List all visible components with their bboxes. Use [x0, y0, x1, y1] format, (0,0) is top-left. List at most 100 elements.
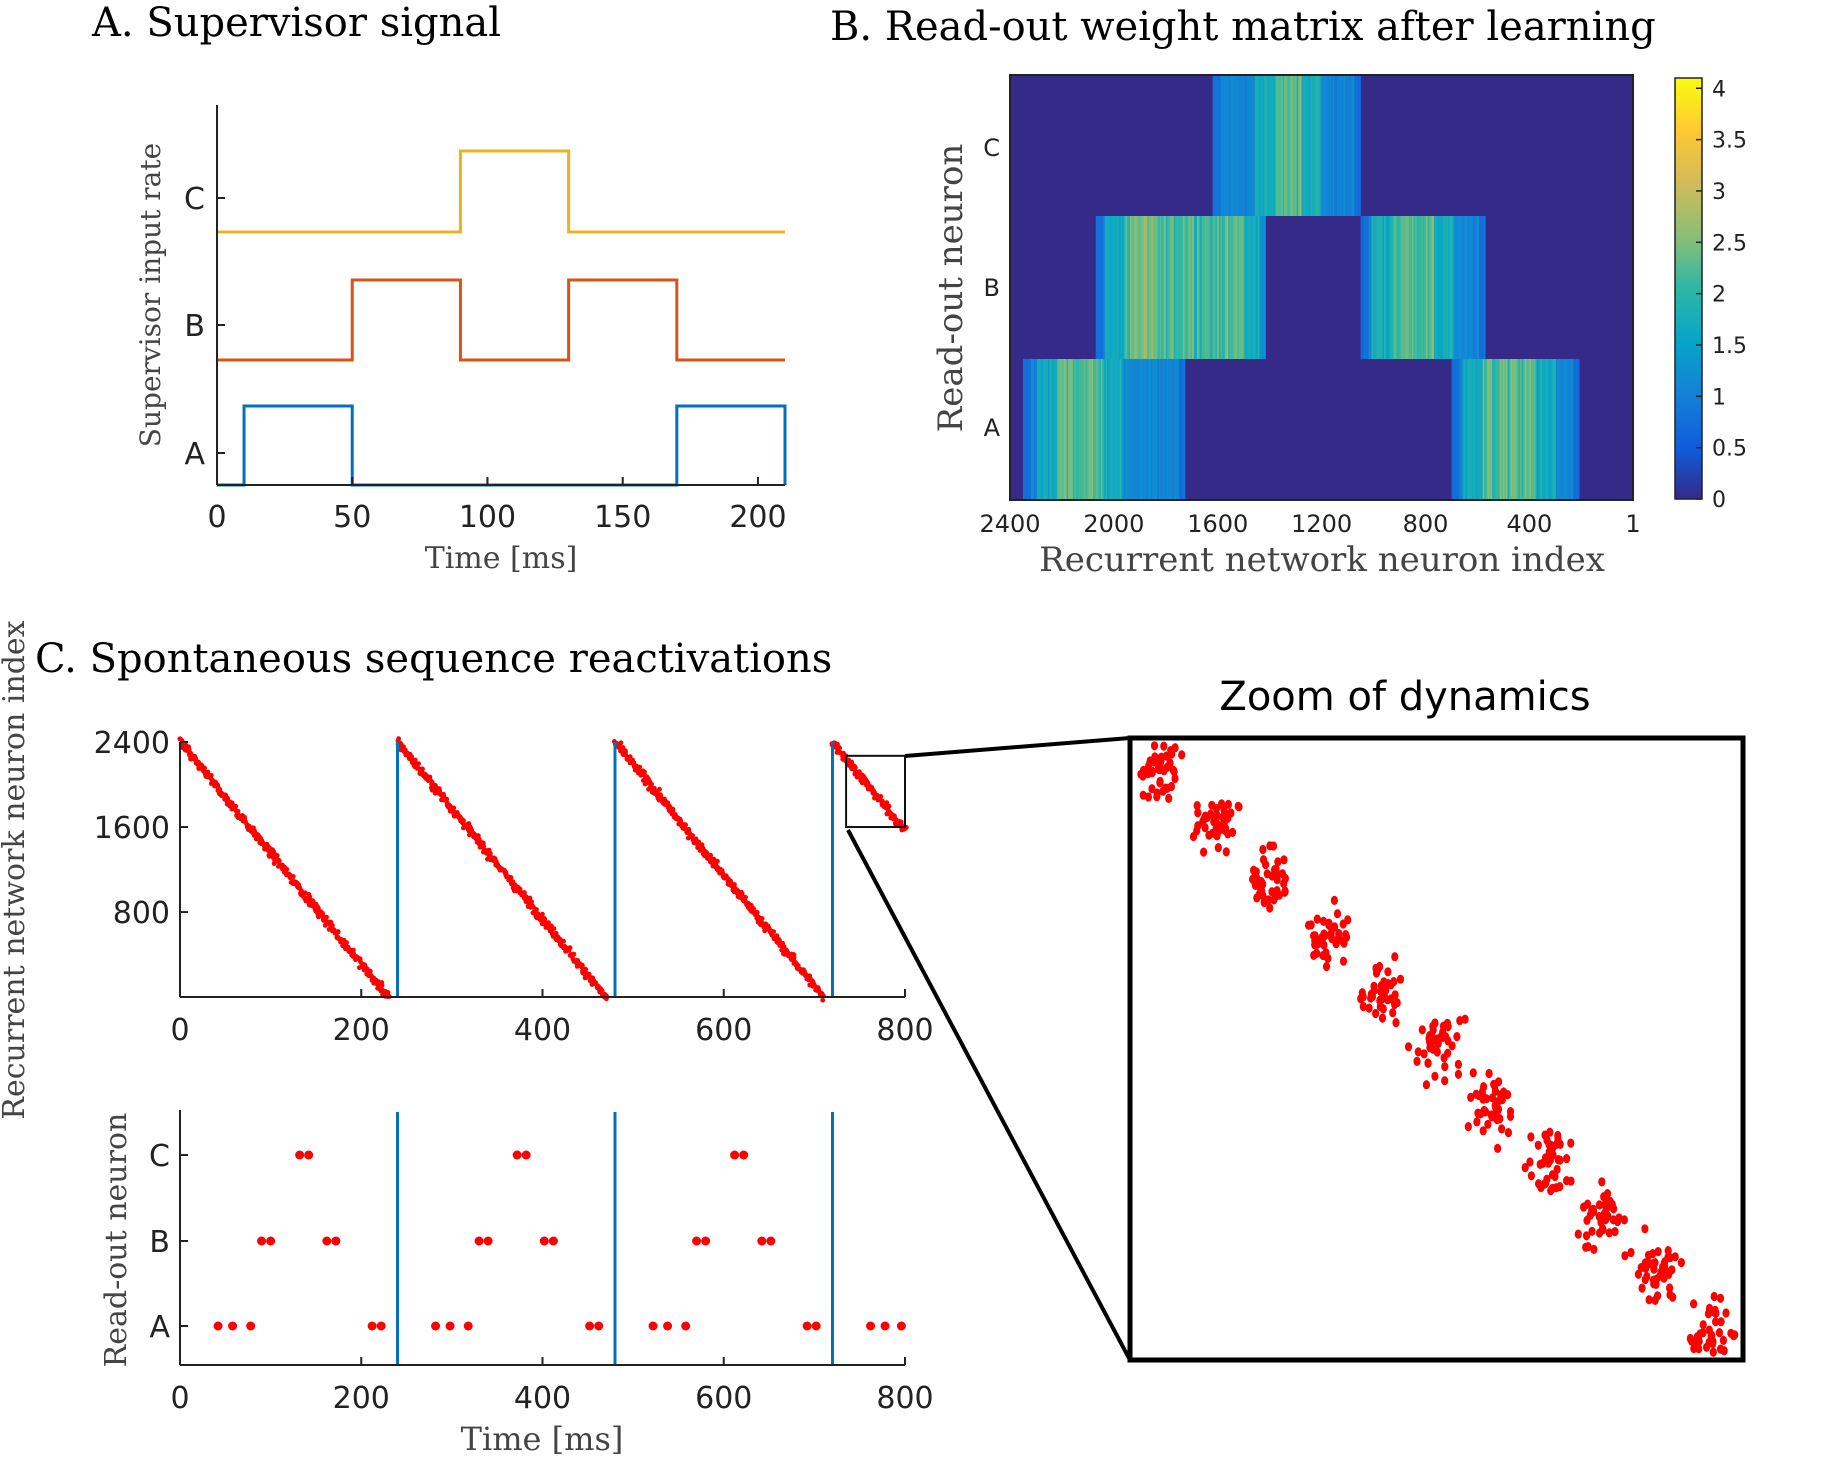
- supervisor-line-a: [217, 404, 787, 487]
- heatmap-cell: [1138, 359, 1141, 500]
- heatmap-cell: [1477, 216, 1480, 359]
- heatmap-cell: [1223, 75, 1226, 216]
- colorbar-tick-label: 2.5: [1712, 231, 1747, 256]
- zoom-spike: [1378, 1013, 1387, 1023]
- heatmap-cell: [1259, 216, 1262, 359]
- heatmap-cell: [1380, 216, 1383, 359]
- raster-spike: [583, 967, 589, 972]
- heatmap-cell: [1122, 359, 1125, 500]
- zoom-spike: [1339, 956, 1348, 966]
- heatmap-cell: [1175, 216, 1178, 359]
- raster-spike: [791, 954, 796, 960]
- raster-spike: [720, 870, 725, 876]
- heatmap-cell: [1472, 216, 1475, 359]
- heatmap-cell: [1154, 216, 1157, 359]
- heatmap-cell: [1463, 216, 1466, 359]
- readout-spike-a: [802, 1321, 812, 1331]
- heatmap-cell: [1153, 216, 1156, 359]
- heatmap-cell: [1122, 216, 1125, 359]
- heatmap-cell: [1474, 216, 1477, 359]
- heatmap-cell: [1158, 216, 1160, 359]
- zoom-spike: [1207, 809, 1215, 819]
- heatmap-cell: [1335, 75, 1338, 216]
- zoom-box: [845, 754, 906, 829]
- heatmap-cell: [1482, 359, 1485, 500]
- heatmap-cell: [1471, 216, 1474, 359]
- heatmap-cell: [1127, 359, 1130, 500]
- raster-spike: [759, 916, 765, 921]
- heatmap-cell: [1576, 359, 1578, 500]
- raster-spike: [503, 870, 509, 876]
- x-tick-label: 0: [207, 500, 226, 535]
- heatmap-cell: [1457, 359, 1460, 500]
- heatmap-cell: [1263, 216, 1266, 359]
- heatmap-cell: [1037, 359, 1039, 500]
- zoom-spike: [1601, 1200, 1609, 1210]
- heatmap-cell: [1366, 216, 1369, 359]
- readout-spike-a: [431, 1321, 441, 1331]
- heatmap-cell: [1293, 75, 1296, 216]
- readout-spike-c: [730, 1150, 740, 1160]
- readout-spike-a: [585, 1321, 595, 1331]
- x-tick-label: 200: [333, 1013, 390, 1048]
- heatmap-cell: [1093, 359, 1095, 500]
- heatmap-cell: [1391, 216, 1394, 359]
- zoom-spike: [1365, 1003, 1373, 1013]
- heatmap-cell: [1193, 216, 1196, 359]
- raster-spike: [235, 808, 241, 814]
- heatmap-cell: [1260, 75, 1263, 216]
- zoom-spike: [1404, 1042, 1413, 1052]
- heatmap-cell: [1557, 359, 1560, 500]
- zoom-spikes: [1137, 741, 1739, 1357]
- zoom-spike: [1171, 773, 1179, 784]
- zoom-spike: [1420, 1049, 1428, 1059]
- zoom-spike: [1473, 1117, 1481, 1127]
- heatmap-cell: [1046, 359, 1049, 500]
- zoom-spike: [1541, 1130, 1549, 1140]
- x-tick-label: 0: [170, 1013, 189, 1048]
- heatmap-cell: [1100, 216, 1103, 359]
- readout-ylabel: Read-out neuron: [99, 1113, 134, 1368]
- heatmap-cell: [1231, 216, 1234, 359]
- heatmap-cell: [1359, 75, 1361, 216]
- zoom-spike: [1389, 1008, 1397, 1018]
- heatmap-cell: [1155, 359, 1158, 500]
- heatmap-cell: [1132, 359, 1134, 500]
- raster-spike: [367, 968, 373, 974]
- raster-spike: [884, 800, 890, 805]
- zoom-spike: [1313, 914, 1321, 924]
- raster-spike: [816, 987, 822, 993]
- x-tick-label: 600: [695, 1381, 752, 1416]
- heatmap-cell: [1249, 216, 1252, 359]
- heatmap-cell: [1462, 359, 1465, 500]
- zoom-spike: [1720, 1346, 1728, 1356]
- heatmap-cell: [1163, 359, 1166, 500]
- heatmap-cell: [1150, 216, 1153, 359]
- heatmap-cell: [1207, 216, 1210, 359]
- heatmap-cell: [1435, 216, 1438, 359]
- heatmap-cell: [1548, 359, 1550, 500]
- zoom-spike: [1396, 974, 1405, 984]
- zoom-spike: [1671, 1252, 1679, 1262]
- heatmap-cell: [1276, 75, 1279, 216]
- zoom-spike: [1441, 1062, 1449, 1072]
- heatmap-cell: [1560, 359, 1563, 500]
- zoom-spike: [1712, 1308, 1720, 1318]
- heatmap-cell: [1467, 359, 1469, 500]
- heatmap-cell: [1504, 359, 1507, 500]
- heatmap-cell: [1416, 216, 1419, 359]
- raster-spike: [335, 929, 341, 935]
- zoom-panel: [846, 735, 1746, 1363]
- heatmap-cell: [1051, 359, 1053, 500]
- heatmap-cell: [1532, 359, 1535, 500]
- zoom-spike: [1166, 758, 1174, 768]
- heatmap-cell: [1540, 359, 1543, 500]
- heatmap-cell: [1537, 359, 1540, 500]
- zoom-spike: [1584, 1199, 1592, 1209]
- zoom-spike: [1359, 992, 1367, 1002]
- zoom-spike: [1454, 1069, 1462, 1079]
- panel-b-y-ticks: A B C: [983, 134, 1000, 442]
- zoom-spike: [1717, 1317, 1725, 1327]
- heatmap-cell: [1436, 216, 1439, 359]
- heatmap-cell: [1422, 216, 1425, 359]
